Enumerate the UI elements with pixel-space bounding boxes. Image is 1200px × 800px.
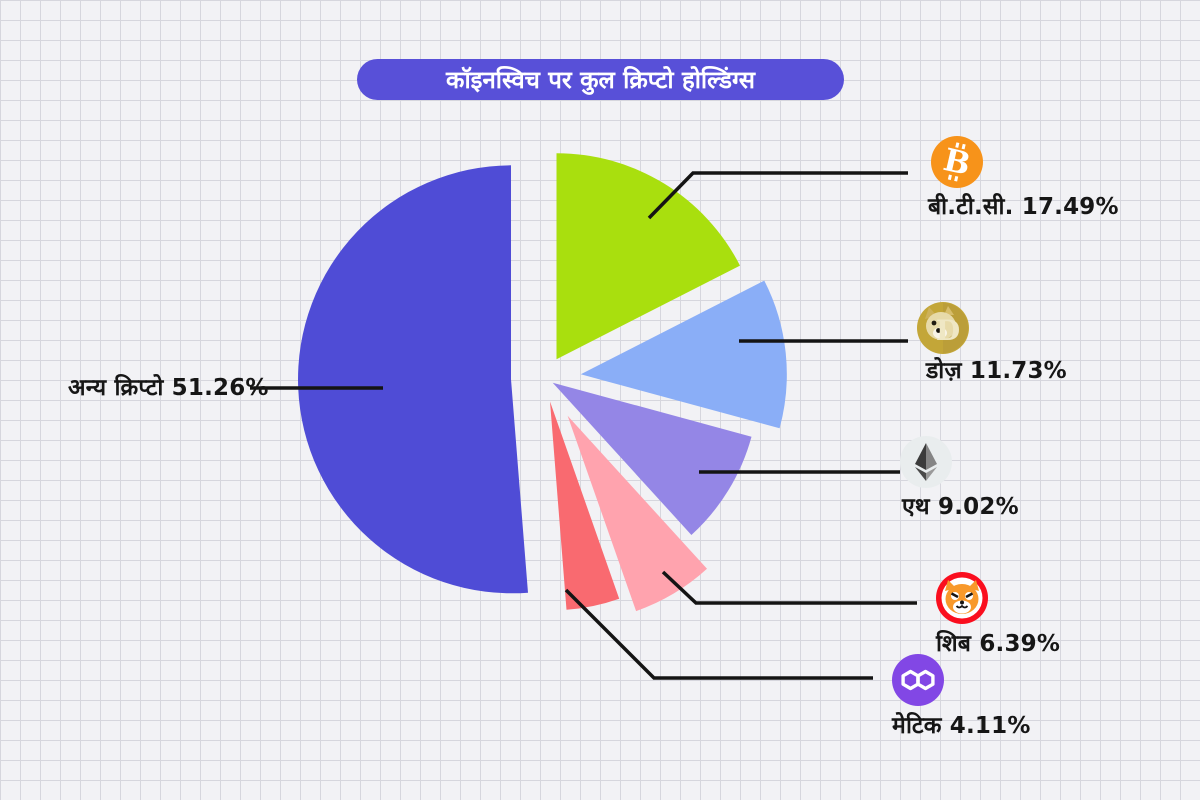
shiba-inu-icon bbox=[936, 572, 988, 624]
pie-slice-btc bbox=[556, 153, 740, 360]
leader-line-shib bbox=[661, 570, 917, 605]
chart-title-pill: कॉइनस्विच पर कुल क्रिप्टो होल्डिंग्स bbox=[357, 59, 844, 100]
label-other-crypto: अन्य क्रिप्टो 51.26% bbox=[68, 375, 269, 401]
leader-line-btc bbox=[647, 171, 908, 220]
pie-slice-matic bbox=[550, 401, 620, 610]
polygon-matic-icon bbox=[892, 654, 944, 706]
label-shib: शिब 6.39% bbox=[936, 631, 1061, 657]
leader-line-matic bbox=[564, 588, 873, 680]
dogecoin-icon: D bbox=[917, 302, 969, 354]
label-btc: बी.टी.सी. 17.49% bbox=[928, 194, 1119, 220]
pie-slice-eth bbox=[552, 382, 752, 535]
label-matic: मेटिक 4.11% bbox=[892, 713, 1031, 739]
svg-text:D: D bbox=[936, 314, 960, 347]
pie-slice-doge bbox=[580, 280, 787, 429]
pie-slice-shib bbox=[567, 415, 707, 612]
ethereum-icon bbox=[900, 436, 952, 488]
chart-title: कॉइनस्विच पर कुल क्रिप्टो होल्डिंग्स bbox=[446, 66, 755, 94]
bitcoin-icon: B bbox=[931, 136, 983, 188]
pie-slice-other bbox=[298, 165, 528, 594]
label-doge: डोज़ 11.73% bbox=[926, 358, 1067, 384]
label-eth: एथ 9.02% bbox=[902, 494, 1019, 520]
